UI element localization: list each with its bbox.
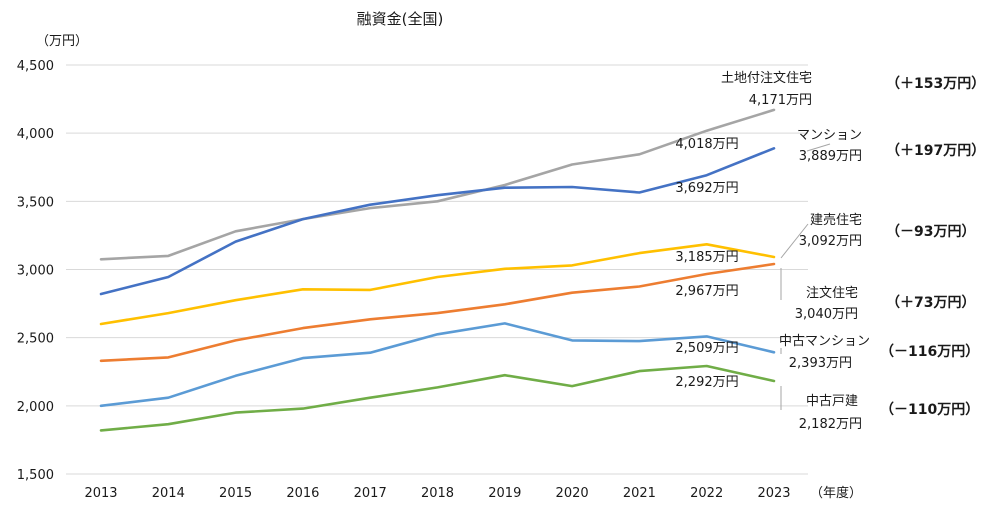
series-name-label: 中古戸建 [806,394,858,409]
y-tick-label: 3,000 [17,264,54,279]
x-tick-label: 2016 [286,486,319,501]
x-tick-label: 2022 [690,486,723,501]
leader-lines [780,143,831,410]
series-name-label: マンション [797,128,862,143]
y-axis-unit-label: （万円） [36,34,88,49]
data-label-2022: 2,292万円 [675,375,738,390]
y-tick-label: 1,500 [17,468,54,483]
y-tick-label: 3,500 [17,195,54,210]
data-labels: 4,018万円 土地付注文住宅 4,171万円 （＋153万円） 3,692万円 マンショ… [675,71,985,432]
series-name-label: 注文住宅 [806,286,858,301]
change-label: （－110万円） [880,402,979,418]
change-label: （＋73万円） [886,295,975,311]
x-tick-label: 2014 [152,486,185,501]
x-tick-label: 2017 [354,486,387,501]
leader-line [780,223,809,259]
x-tick-label: 2013 [84,486,117,501]
data-label-2022: 2,967万円 [675,284,738,299]
data-label-2022: 3,185万円 [675,250,738,265]
x-axis-ticks: 2013 2014 2015 2016 2017 2018 2019 2020 2021 2022… [84,486,790,501]
change-label: （－116万円） [880,344,979,360]
x-tick-label: 2021 [623,486,656,501]
y-tick-label: 2,500 [17,332,54,347]
change-label: （＋153万円） [886,76,985,92]
data-label-2023: 3,040万円 [795,307,858,322]
data-label-2022: 4,018万円 [675,137,738,152]
series-line [99,364,776,432]
gridlines [66,64,808,475]
series-line [99,322,776,408]
data-label-2022: 2,509万円 [675,341,738,356]
data-label-2023: 2,393万円 [789,356,852,371]
chart-title: 融資金(全国) [357,10,444,28]
leader-line [806,143,831,152]
x-tick-label: 2019 [488,486,521,501]
series-name-label: 中古マンション [779,334,870,349]
change-label: （＋197万円） [886,143,985,159]
y-tick-label: 4,500 [17,59,54,74]
data-label-2023: 3,889万円 [799,149,862,164]
y-tick-label: 4,000 [17,127,54,142]
series-line [99,262,776,363]
series-name-label: 建売住宅 [810,212,862,228]
series-name-label: 土地付注文住宅 [721,71,812,86]
x-tick-label: 2018 [421,486,454,501]
data-label-2023: 4,171万円 [749,93,812,108]
data-label-2023: 3,092万円 [799,234,862,249]
series-line [99,243,776,326]
data-label-2022: 3,692万円 [675,181,738,196]
x-axis-unit-label: （年度） [810,485,862,501]
y-tick-label: 2,000 [17,400,54,415]
series-lines [99,108,776,432]
y-axis-ticks: 1,500 2,000 2,500 3,000 3,500 4,000 4,500 [17,59,54,483]
series-line [99,108,776,261]
x-tick-label: 2020 [556,486,589,501]
change-label: （－93万円） [886,224,975,240]
series-line [99,147,776,296]
data-label-2023: 2,182万円 [799,417,862,432]
x-tick-label: 2015 [219,486,252,501]
x-tick-label: 2023 [757,486,790,501]
